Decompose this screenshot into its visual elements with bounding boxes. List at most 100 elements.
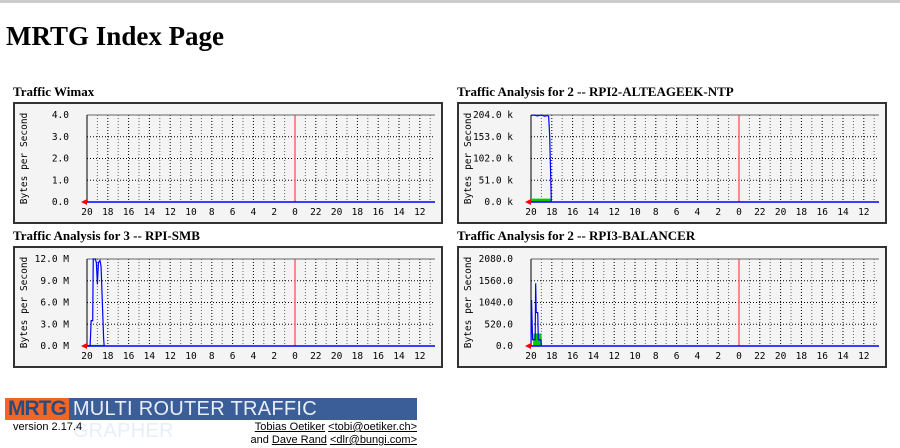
- x-tick-label: 12: [414, 207, 425, 218]
- x-tick-label: 12: [164, 351, 175, 362]
- email-link[interactable]: <dlr@bungi.com>: [330, 434, 417, 446]
- x-tick-label: 16: [372, 207, 384, 218]
- x-tick-label: 12: [608, 351, 619, 362]
- traffic-graph[interactable]: Bytes per Second 0.0 520.0 1040.0 1560.0 2080…: [459, 248, 885, 366]
- y-axis-label: Bytes per Second: [463, 113, 474, 205]
- y-tick-label: 2.0: [52, 154, 69, 165]
- y-tick-label: 1040.0: [479, 298, 514, 309]
- x-tick-label: 20: [331, 351, 343, 362]
- x-tick-label: 16: [567, 207, 579, 218]
- x-tick-label: 18: [102, 351, 114, 362]
- graph-panel-ntp: Traffic Analysis for 2 -- RPI2-ALTEAGEEK…: [457, 84, 887, 224]
- y-axis-label: Bytes per Second: [19, 257, 30, 349]
- and-text: and: [250, 434, 269, 446]
- traffic-graph[interactable]: Bytes per Second 0.0 1.0 2.0 3.0 4.0 20 18 16 14 1…: [15, 104, 441, 222]
- x-tick-label: 18: [352, 207, 364, 218]
- x-tick-label: 8: [653, 351, 659, 362]
- x-tick-label: 6: [674, 351, 680, 362]
- x-tick-label: 0: [292, 351, 298, 362]
- author-link[interactable]: Dave Rand: [271, 434, 327, 446]
- x-tick-label: 8: [653, 207, 659, 218]
- graph-title[interactable]: Traffic Analysis for 3 -- RPI-SMB: [13, 228, 200, 243]
- y-tick-label: 0.0 M: [40, 341, 69, 352]
- x-tick-label: 10: [185, 207, 197, 218]
- series-in-area: [531, 198, 552, 202]
- y-tick-label: 3.0: [52, 132, 69, 143]
- graph-title[interactable]: Traffic Analysis for 2 -- RPI3-BALANCER: [457, 228, 696, 243]
- y-tick-label: 51.0 k: [479, 175, 514, 186]
- x-tick-label: 22: [310, 207, 321, 218]
- x-tick-label: 14: [144, 351, 156, 362]
- y-tick-label: 1.0: [52, 175, 69, 186]
- y-tick-label: 102.0 k: [473, 154, 513, 165]
- x-tick-label: 20: [81, 207, 93, 218]
- x-tick-label: 2: [271, 207, 277, 218]
- graph-title[interactable]: Traffic Wimax: [13, 84, 95, 99]
- x-tick-label: 4: [695, 351, 701, 362]
- y-tick-label: 0.0: [52, 197, 69, 208]
- x-tick-label: 8: [209, 351, 215, 362]
- y-tick-label: 3.0 M: [40, 319, 69, 330]
- x-tick-label: 14: [393, 207, 405, 218]
- x-tick-label: 20: [525, 207, 537, 218]
- x-tick-label: 20: [81, 351, 93, 362]
- x-tick-label: 14: [588, 351, 600, 362]
- x-tick-label: 20: [775, 207, 787, 218]
- x-tick-label: 10: [185, 351, 197, 362]
- x-tick-label: 10: [629, 351, 641, 362]
- x-tick-label: 14: [837, 207, 849, 218]
- y-tick-label: 0.0 k: [484, 197, 513, 208]
- mrtg-logo-banner[interactable]: MRTG MULTI ROUTER TRAFFIC GRAPHER: [5, 398, 417, 442]
- x-tick-label: 16: [372, 351, 384, 362]
- author-link[interactable]: Tobias Oetiker: [254, 421, 326, 433]
- x-tick-label: 16: [567, 351, 579, 362]
- traffic-graph[interactable]: Bytes per Second 0.0 k 51.0 k 102.0 k 153.0 …: [459, 104, 885, 222]
- y-tick-label: 2080.0: [479, 254, 514, 265]
- x-tick-label: 18: [102, 207, 114, 218]
- y-axis-label: Bytes per Second: [463, 257, 474, 349]
- traffic-graph[interactable]: Bytes per Second 0.0 M 3.0 M 6.0 M 9.0 M 12.0…: [15, 248, 441, 366]
- x-tick-label: 12: [858, 351, 869, 362]
- x-tick-label: 22: [310, 351, 321, 362]
- series-out-line: [530, 114, 552, 203]
- x-tick-label: 22: [754, 207, 765, 218]
- x-tick-label: 2: [271, 351, 277, 362]
- graph-panel-wimax: Traffic Wimax Bytes per Second 0.0 1.0 2.0 3…: [13, 84, 443, 224]
- x-tick-label: 18: [352, 351, 364, 362]
- series-in-area: [531, 333, 542, 346]
- x-tick-label: 14: [144, 207, 156, 218]
- graph-title[interactable]: Traffic Analysis for 2 -- RPI2-ALTEAGEEK…: [457, 84, 734, 99]
- y-tick-label: 520.0: [484, 319, 513, 330]
- x-tick-label: 18: [546, 207, 558, 218]
- x-tick-label: 18: [546, 351, 558, 362]
- graph-panel-smb: Traffic Analysis for 3 -- RPI-SMB Bytes …: [13, 228, 443, 368]
- x-tick-label: 6: [230, 351, 236, 362]
- x-tick-label: 0: [736, 207, 742, 218]
- x-tick-label: 4: [251, 207, 257, 218]
- y-tick-label: 0.0: [496, 341, 513, 352]
- email-link[interactable]: <tobi@oetiker.ch>: [328, 421, 417, 433]
- banner-text: MULTI ROUTER TRAFFIC GRAPHER: [72, 398, 317, 442]
- series-out-line: [530, 283, 542, 347]
- y-tick-label: 9.0 M: [40, 276, 69, 287]
- x-tick-label: 6: [674, 207, 680, 218]
- axis-arrow-icon: [525, 343, 531, 349]
- x-tick-label: 22: [754, 351, 765, 362]
- x-tick-label: 10: [629, 207, 641, 218]
- y-tick-label: 204.0 k: [473, 110, 513, 121]
- y-tick-label: 12.0 M: [35, 254, 70, 265]
- y-tick-label: 1560.0: [479, 276, 514, 287]
- series-out-line: [87, 258, 105, 347]
- x-tick-label: 18: [796, 207, 808, 218]
- x-tick-label: 0: [736, 351, 742, 362]
- axis-arrow-icon: [525, 199, 531, 205]
- x-tick-label: 8: [209, 207, 215, 218]
- x-tick-label: 12: [608, 207, 619, 218]
- x-tick-label: 4: [251, 351, 257, 362]
- y-tick-label: 4.0: [52, 110, 69, 121]
- x-tick-label: 16: [123, 351, 135, 362]
- y-axis-label: Bytes per Second: [19, 113, 30, 205]
- x-tick-label: 14: [393, 351, 405, 362]
- x-tick-label: 14: [837, 351, 849, 362]
- version: version 2.17.4: [13, 421, 83, 433]
